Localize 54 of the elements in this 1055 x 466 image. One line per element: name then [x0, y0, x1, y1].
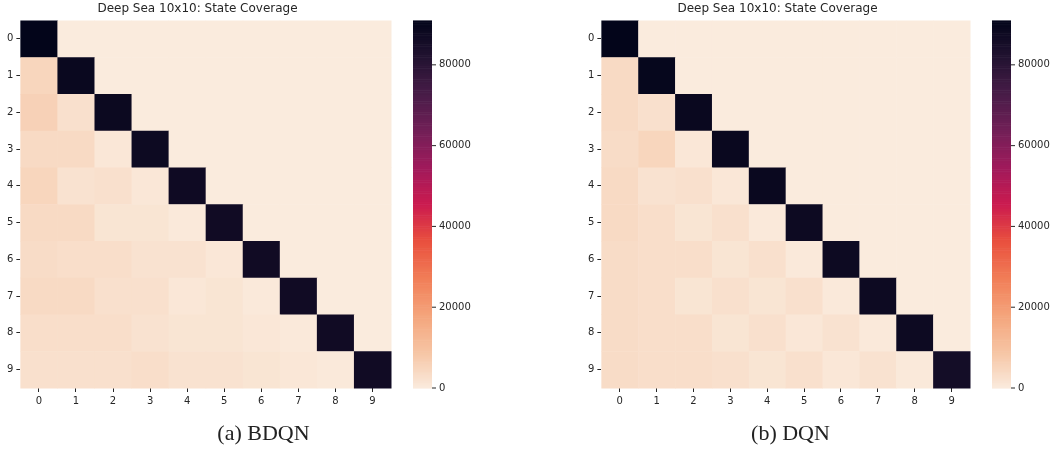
color-bar-label: 40000 [1018, 220, 1050, 232]
x-tick-label: 2 [690, 394, 697, 406]
y-tick-label: 4 [587, 179, 595, 191]
y-tick-label: 2 [587, 105, 595, 117]
x-tick-label: 9 [948, 394, 955, 406]
x-tick-label: 4 [764, 394, 771, 406]
y-tick-label: 6 [6, 252, 14, 264]
x-tick-label: 1 [72, 394, 80, 406]
y-tick-label: 9 [6, 363, 14, 375]
y-tick-label: 3 [6, 142, 14, 154]
color-bar-label: 0 [1018, 381, 1025, 393]
x-tick-label: 8 [332, 394, 339, 406]
x-tick-label: 0 [616, 394, 623, 406]
x-tick-label: 2 [109, 394, 117, 406]
y-tick-label: 0 [587, 32, 595, 44]
color-bar-label: 80000 [1018, 58, 1050, 70]
x-tick-label: 8 [911, 394, 918, 406]
x-tick-label: 3 [727, 394, 734, 406]
x-tick-label: 7 [874, 394, 882, 406]
y-tick-label: 1 [587, 69, 595, 81]
color-bar-label: 40000 [439, 220, 471, 232]
x-tick-label: 4 [183, 394, 191, 406]
y-tick-label: 9 [587, 363, 595, 375]
text: (a) BDQN [216, 420, 311, 446]
color-bar-label: 80000 [439, 58, 471, 70]
y-tick-label: 5 [6, 216, 14, 228]
y-tick-label: 6 [587, 252, 595, 264]
chart-title: Deep Sea 10x10: State Coverage [677, 1, 878, 16]
x-tick-label: 0 [35, 394, 43, 406]
color-bar-label: 20000 [1018, 300, 1050, 312]
y-tick-label: 2 [6, 105, 14, 117]
x-tick-label: 9 [369, 394, 376, 406]
x-tick-label: 6 [258, 394, 265, 406]
text: (b) DQN [750, 420, 831, 446]
x-tick-label: 6 [837, 394, 845, 406]
y-tick-label: 0 [6, 32, 14, 44]
x-tick-label: 5 [800, 394, 808, 406]
x-tick-label: 5 [221, 394, 228, 406]
y-tick-label: 7 [6, 289, 14, 301]
x-tick-label: 7 [295, 394, 302, 406]
x-tick-label: 3 [146, 394, 154, 406]
chart-title: Deep Sea 10x10: State Coverage [97, 1, 298, 16]
x-tick-label: 1 [653, 394, 660, 406]
color-bar-label: 20000 [439, 300, 471, 312]
color-bar-label: 60000 [439, 139, 471, 151]
y-tick-label: 7 [587, 289, 595, 301]
color-bar-label: 0 [439, 381, 446, 393]
y-tick-label: 8 [6, 326, 14, 338]
y-tick-label: 3 [587, 142, 595, 154]
y-tick-label: 8 [587, 326, 595, 338]
color-bar-label: 60000 [1018, 139, 1050, 151]
y-tick-label: 1 [6, 69, 14, 81]
y-tick-label: 4 [6, 179, 14, 191]
y-tick-label: 5 [587, 216, 595, 228]
